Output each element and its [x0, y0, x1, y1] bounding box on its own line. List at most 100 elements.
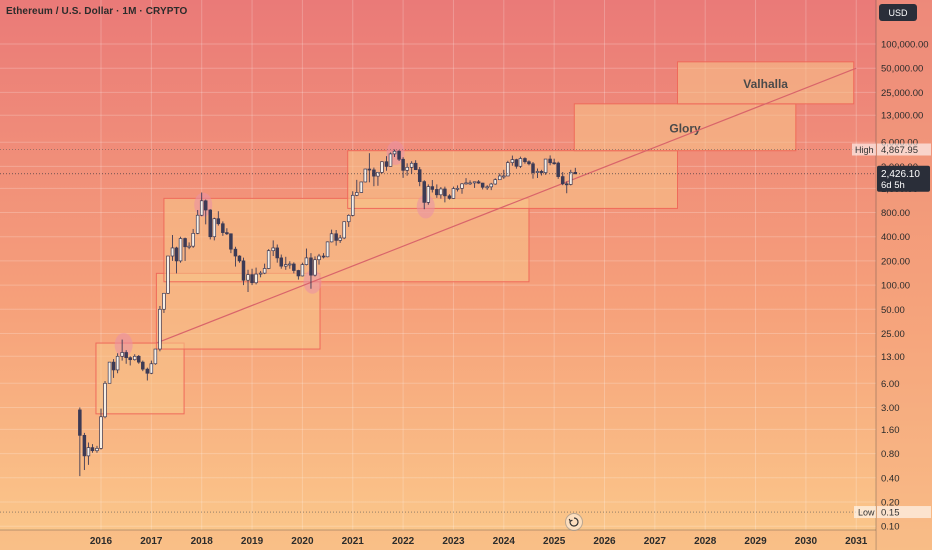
candle [178, 236, 183, 263]
annotation-box-3 [163, 197, 530, 283]
candle-body [258, 272, 263, 275]
candle [543, 158, 548, 175]
price-tick-label: 200.00 [881, 256, 910, 267]
candle [329, 229, 334, 243]
candle [435, 184, 439, 198]
candle-body [86, 447, 91, 457]
candle-body [535, 171, 540, 173]
candle [518, 156, 523, 169]
candle [451, 186, 456, 199]
candle-body [422, 181, 426, 203]
candle-body [388, 153, 393, 167]
time-axis[interactable]: 2016 2017 2018 2019 2020 2021 2022 2023 2024 2025… [0, 529, 876, 550]
candle [216, 211, 221, 226]
candle-body [342, 221, 346, 239]
candle [103, 381, 107, 419]
candle-body [300, 264, 305, 277]
candle-body [502, 175, 506, 178]
highlight-marker [114, 332, 133, 357]
replay-button[interactable] [565, 513, 583, 531]
low-value-badge [877, 506, 931, 519]
candle-body [556, 162, 560, 177]
candle-body [115, 355, 120, 371]
candle [195, 209, 200, 235]
time-tick-label: 2024 [493, 536, 516, 547]
candle-body [367, 168, 372, 171]
candle-body [225, 232, 229, 235]
price-axis[interactable]: 100,000.00 50,000.00 25,000.00 13,000.00 6,0… [852, 0, 932, 550]
candle [183, 237, 187, 261]
time-tick-label: 2022 [392, 536, 415, 547]
time-tick-label: 2027 [644, 536, 667, 547]
time-tick-label: 2021 [342, 536, 365, 547]
candle [472, 181, 477, 188]
candle-body [435, 189, 439, 196]
candle-body [233, 248, 238, 257]
candle-body [317, 255, 321, 261]
candle [275, 244, 279, 263]
annotation-label-glory: Glory [669, 121, 701, 135]
candle [304, 248, 309, 266]
candle [363, 168, 368, 183]
candle [237, 255, 242, 263]
candle [384, 156, 389, 171]
candle [413, 160, 418, 171]
candle [573, 167, 578, 175]
candle-body [153, 348, 158, 365]
candle [417, 166, 422, 187]
candle-body [510, 159, 515, 163]
candle-body [241, 260, 246, 281]
candle-body [485, 186, 489, 189]
current-price-badge [877, 165, 930, 192]
candle-body [539, 171, 544, 173]
currency-button[interactable]: USD [879, 4, 917, 21]
candle-body [183, 238, 187, 248]
price-tick-label: 50,000.00 [881, 64, 923, 75]
candle-body [107, 361, 112, 384]
replay-icon [568, 517, 579, 527]
candle [388, 152, 393, 167]
candle [203, 199, 208, 225]
candle-body [468, 182, 472, 185]
candle [115, 353, 120, 374]
candle [422, 180, 426, 210]
candle-body [569, 171, 573, 185]
candle-body [363, 168, 368, 183]
candle-body [262, 268, 267, 274]
candle [476, 180, 481, 184]
candle [405, 163, 409, 176]
candle-body [170, 247, 175, 257]
candle [498, 173, 502, 181]
candle [124, 350, 128, 364]
candle-body [313, 259, 317, 276]
price-tick-label: 0.40 [881, 473, 900, 484]
candle-body [95, 448, 99, 452]
candle [552, 158, 556, 165]
time-axis-background [0, 530, 876, 550]
candle [174, 246, 179, 274]
candle-body [334, 233, 338, 241]
candle-body [78, 409, 82, 436]
current-price-value: 2,426.10 [881, 169, 920, 180]
candle [493, 178, 497, 185]
candle [229, 233, 233, 254]
time-tick-label: 2028 [694, 536, 717, 547]
candle [401, 157, 405, 178]
candle-body [149, 363, 154, 374]
candle [313, 256, 317, 277]
candle-body [355, 192, 359, 196]
candle [137, 354, 141, 364]
candle-body [288, 263, 292, 266]
high-label: High [855, 145, 874, 155]
candle-body [250, 274, 254, 284]
current-price-countdown: 6d 5h [881, 180, 905, 191]
candle [372, 167, 376, 187]
candle [367, 153, 372, 183]
low-value: 0.15 [881, 508, 900, 519]
candle-body [401, 158, 405, 171]
candle [325, 241, 330, 258]
candle-body [543, 158, 548, 173]
candle [397, 150, 401, 162]
price-tick-label: 6.00 [881, 379, 900, 390]
